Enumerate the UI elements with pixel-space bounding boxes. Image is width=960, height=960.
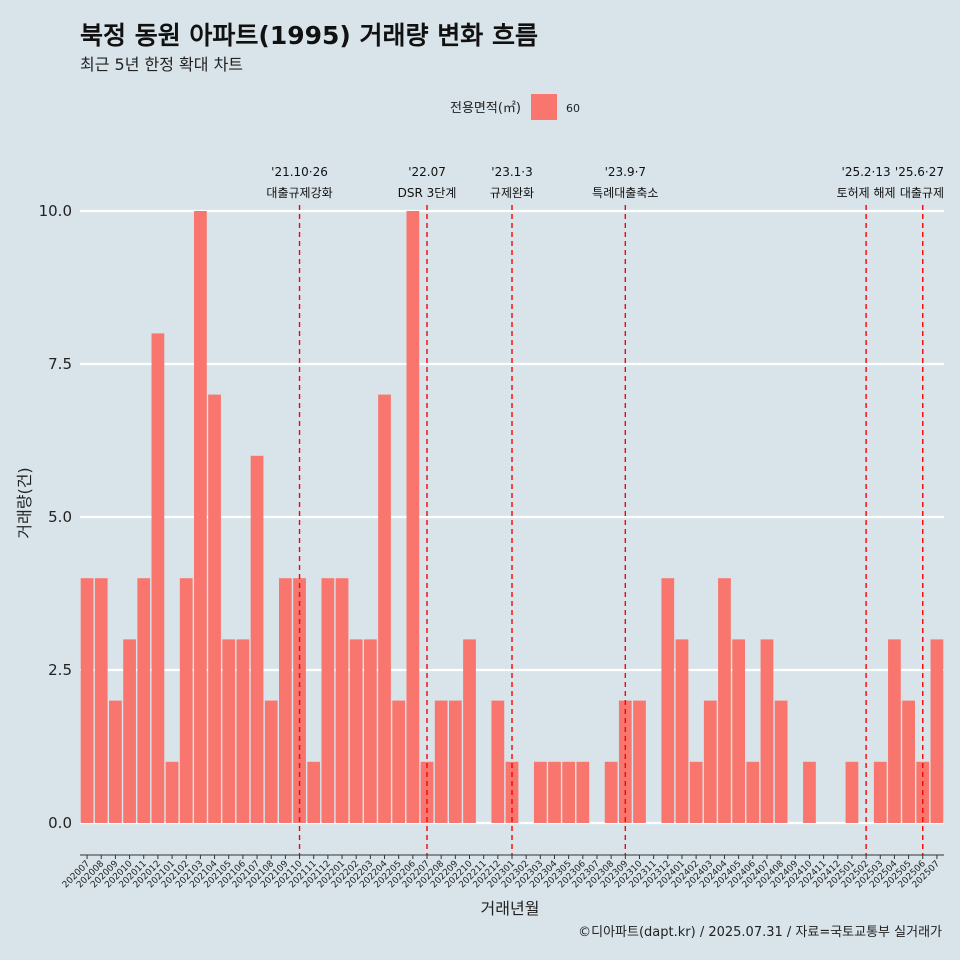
legend-swatch [531, 94, 557, 120]
bar-202104 [208, 394, 221, 823]
event-date: '22.07 [408, 165, 446, 179]
bar-202202 [349, 639, 363, 823]
bar-202201 [335, 578, 349, 823]
bar-202008 [94, 578, 108, 823]
legend-title: 전용면적(㎡) [450, 101, 521, 116]
event-date: '25.2·13 [842, 165, 891, 179]
y-axis-title: 거래량(건) [15, 467, 34, 538]
event-date: '23.9·7 [605, 165, 646, 179]
bar-202206 [406, 211, 420, 823]
y-tick-label: 0.0 [48, 814, 72, 832]
bar-202107 [250, 455, 264, 823]
bars [80, 211, 944, 823]
bar-202310 [633, 700, 646, 823]
x-axis: 2020072020082020092020102020112020122021… [61, 854, 944, 890]
bar-202403 [703, 700, 717, 823]
bar-202209 [448, 700, 462, 823]
event-date: '21.10·26 [271, 165, 328, 179]
bar-202204 [378, 394, 391, 823]
bar-202312 [661, 578, 675, 823]
x-axis-title: 거래년월 [481, 899, 540, 918]
bar-202007 [80, 578, 94, 823]
bar-202102 [179, 578, 193, 823]
bar-202010 [123, 639, 136, 823]
event-label: 토허제 해제 [837, 186, 896, 200]
bar-202309 [618, 700, 632, 823]
y-tick-label: 10.0 [39, 202, 72, 220]
bar-202011 [137, 578, 151, 823]
bar-202109 [279, 578, 292, 823]
bar-202212 [491, 700, 505, 823]
bar-202112 [321, 578, 335, 823]
bar-202505 [902, 700, 915, 823]
bar-202101 [165, 761, 179, 823]
chart-title: 북정 동원 아파트(1995) 거래량 변화 흐름 [80, 21, 538, 50]
bar-202507 [930, 639, 944, 823]
bar-202210 [463, 639, 476, 823]
event-label: 특례대출축소 [592, 186, 658, 200]
legend: 전용면적(㎡) 60 [450, 94, 580, 120]
bar-202103 [194, 211, 207, 823]
event-label: DSR 3단계 [398, 186, 457, 200]
bar-202408 [774, 700, 788, 823]
bar-202401 [675, 639, 689, 823]
bar-202405 [732, 639, 745, 823]
chart-subtitle: 최근 5년 한정 확대 차트 [80, 55, 243, 74]
y-tick-label: 2.5 [48, 661, 72, 679]
y-tick-label: 5.0 [48, 508, 72, 526]
bar-202504 [888, 639, 901, 823]
bar-202009 [109, 700, 122, 823]
bar-202503 [873, 761, 887, 823]
bar-202404 [718, 578, 731, 823]
bar-202111 [307, 761, 321, 823]
bar-202406 [746, 761, 760, 823]
bar-202105 [222, 639, 236, 823]
event-label: 규제완화 [490, 186, 534, 200]
bar-202407 [760, 639, 774, 823]
bar-202208 [434, 700, 448, 823]
event-lines: '21.10·26 대출규제강화 '22.07 DSR 3단계 '23.1·3 규제완화 '… [266, 165, 944, 855]
bar-202306 [576, 761, 590, 823]
event-label: 대출규제강화 [266, 186, 332, 200]
event-date: '23.1·3 [491, 165, 532, 179]
bar-202308 [604, 761, 618, 823]
bar-202203 [363, 639, 377, 823]
bar-202106 [236, 639, 250, 823]
legend-label: 60 [566, 102, 580, 115]
bar-202108 [264, 700, 278, 823]
event-label: 대출규제 [900, 186, 944, 200]
bar-202303 [533, 761, 547, 823]
bar-202501 [845, 761, 859, 823]
bar-202305 [562, 761, 576, 823]
caption: ©디아파트(dapt.kr) / 2025.07.31 / 자료=국토교통부 실… [578, 925, 942, 940]
y-tick-label: 7.5 [48, 355, 72, 373]
event-date: '25.6·27 [895, 165, 944, 179]
bar-202304 [548, 761, 561, 823]
bar-202205 [392, 700, 406, 823]
bar-202012 [151, 333, 165, 823]
y-axis-ticks: 0.0 2.5 5.0 7.5 10.0 [39, 202, 72, 832]
bar-202410 [803, 761, 816, 823]
bar-202402 [689, 761, 703, 823]
